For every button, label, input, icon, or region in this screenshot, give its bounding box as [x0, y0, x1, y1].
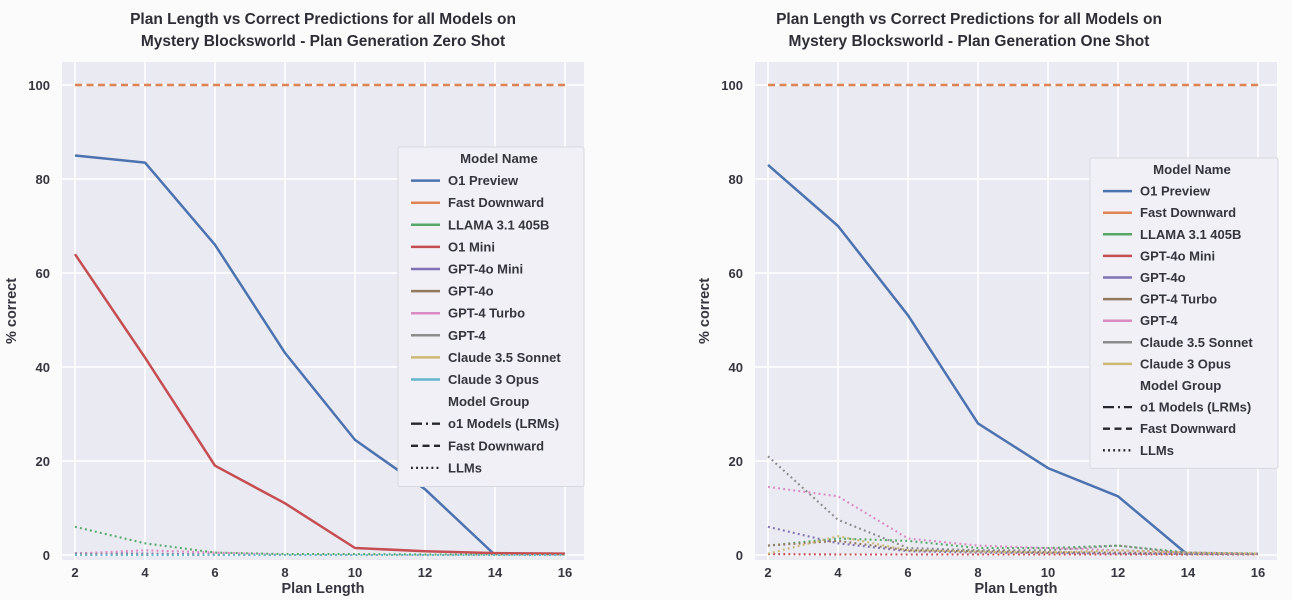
legend-label-gpt-4-turbo: GPT-4 Turbo: [1140, 292, 1217, 307]
legend-group-label-llms: LLMs: [448, 460, 482, 475]
legend-label-fast-downward: Fast Downward: [1140, 205, 1236, 220]
y-tick-label: 40: [36, 360, 50, 375]
y-tick-label: 80: [36, 172, 50, 187]
series-line-claude-3-5-sonnet: [767, 455, 1259, 556]
legend-title-model-group: Model Group: [448, 394, 529, 409]
legend-label-gpt-4-turbo: GPT-4 Turbo: [448, 306, 525, 321]
x-tick-label: 4: [834, 565, 842, 580]
legend-label-o1-preview: O1 Preview: [448, 173, 519, 188]
chart-title-line2: Mystery Blocksworld - Plan Generation On…: [789, 33, 1150, 50]
y-tick-label: 20: [36, 454, 50, 469]
chart-title-line1: Plan Length vs Correct Predictions for a…: [130, 11, 516, 28]
legend-label-gpt-4o-mini: GPT-4o Mini: [448, 262, 523, 277]
y-tick-label: 100: [721, 78, 743, 93]
series-line-o1-mini: [73, 253, 566, 555]
y-tick-label: 100: [28, 78, 50, 93]
y-tick-label: 0: [43, 548, 50, 563]
x-tick-label: 10: [1041, 565, 1055, 580]
legend-label-llama-3-1-405b: LLAMA 3.1 405B: [1140, 227, 1241, 242]
x-tick-label: 16: [558, 565, 572, 580]
x-tick-label: 12: [1111, 565, 1125, 580]
legend-box: [1089, 157, 1279, 469]
legend-title-model-name: Model Name: [460, 151, 538, 166]
series-line-o1-preview: [767, 163, 1189, 556]
series-line-o1-preview: [74, 154, 496, 556]
y-tick-label: 80: [729, 172, 743, 187]
legend-title-model-name: Model Name: [1153, 162, 1231, 177]
x-tick-label: 2: [764, 565, 771, 580]
x-tick-label: 14: [1181, 565, 1196, 580]
y-tick-label: 0: [736, 548, 743, 563]
x-tick-label: 12: [418, 565, 432, 580]
legend-label-gpt-4: GPT-4: [448, 328, 486, 343]
y-tick-label: 60: [36, 266, 50, 281]
one-shot-chart: 0 20 40 60 80 100 2 4 6 8 10 12 14 16 Plan Length % cor…: [697, 11, 1279, 597]
x-tick-label: 8: [974, 565, 981, 580]
y-tick-label: 40: [729, 360, 743, 375]
x-tick-label: 6: [211, 565, 218, 580]
legend-group-label-fast-downward: Fast Downward: [448, 438, 544, 453]
zero-shot-chart: 0 20 40 60 80 100 2 4 6 8 10 12 14 16 Plan Length % cor…: [4, 11, 585, 597]
legend-group-label-fast-downward: Fast Downward: [1140, 421, 1236, 436]
legend-label-gpt-4o: GPT-4o: [1140, 270, 1186, 285]
x-tick-label: 10: [348, 565, 362, 580]
legend-label-fast-downward: Fast Downward: [448, 195, 544, 210]
legend-label-llama-3-1-405b: LLAMA 3.1 405B: [448, 217, 549, 232]
legend-label-gpt-4: GPT-4: [1140, 313, 1178, 328]
legend-label-claude-3-opus: Claude 3 Opus: [1140, 356, 1231, 371]
x-axis-label: Plan Length: [975, 581, 1058, 597]
x-tick-label: 2: [71, 565, 78, 580]
one-shot-figure: 0 20 40 60 80 100 2 4 6 8 10 12 14 16 Plan Length % cor…: [646, 0, 1292, 600]
legend-label-o1-mini: O1 Mini: [448, 239, 495, 254]
legend-group-label-o1-models-lrms: o1 Models (LRMs): [448, 416, 559, 431]
y-tick-label: 20: [729, 454, 743, 469]
legend-label-gpt-4o-mini: GPT-4o Mini: [1140, 248, 1215, 263]
x-tick-label: 16: [1251, 565, 1265, 580]
y-axis-label: % correct: [697, 278, 713, 344]
legend-box: [397, 146, 585, 487]
x-tick-label: 8: [281, 565, 288, 580]
zero-shot-figure: 0 20 40 60 80 100 2 4 6 8 10 12 14 16 Plan Length % cor…: [4, 11, 585, 597]
chart-title-line1: Plan Length vs Correct Predictions for a…: [776, 11, 1162, 28]
legend-label-claude-3-5-sonnet: Claude 3.5 Sonnet: [1140, 335, 1253, 350]
legend-label-o1-preview: O1 Preview: [1140, 184, 1211, 199]
legend-title-model-group: Model Group: [1140, 378, 1221, 393]
legend-label-claude-3-opus: Claude 3 Opus: [448, 372, 539, 387]
legend-group-label-o1-models-lrms: o1 Models (LRMs): [1140, 400, 1251, 415]
x-tick-label: 6: [904, 565, 911, 580]
y-axis-label: % correct: [4, 278, 20, 344]
x-tick-label: 4: [141, 565, 149, 580]
chart-title-line2: Mystery Blocksworld - Plan Generation Ze…: [141, 33, 505, 50]
x-axis-label: Plan Length: [282, 581, 365, 597]
x-tick-label: 14: [488, 565, 503, 580]
series-line-gpt-4-turbo: [767, 539, 1259, 556]
legend-group-label-llms: LLMs: [1140, 443, 1174, 458]
legend-label-claude-3-5-sonnet: Claude 3.5 Sonnet: [448, 350, 561, 365]
legend-label-gpt-4o: GPT-4o: [448, 284, 494, 299]
y-tick-label: 60: [729, 266, 743, 281]
